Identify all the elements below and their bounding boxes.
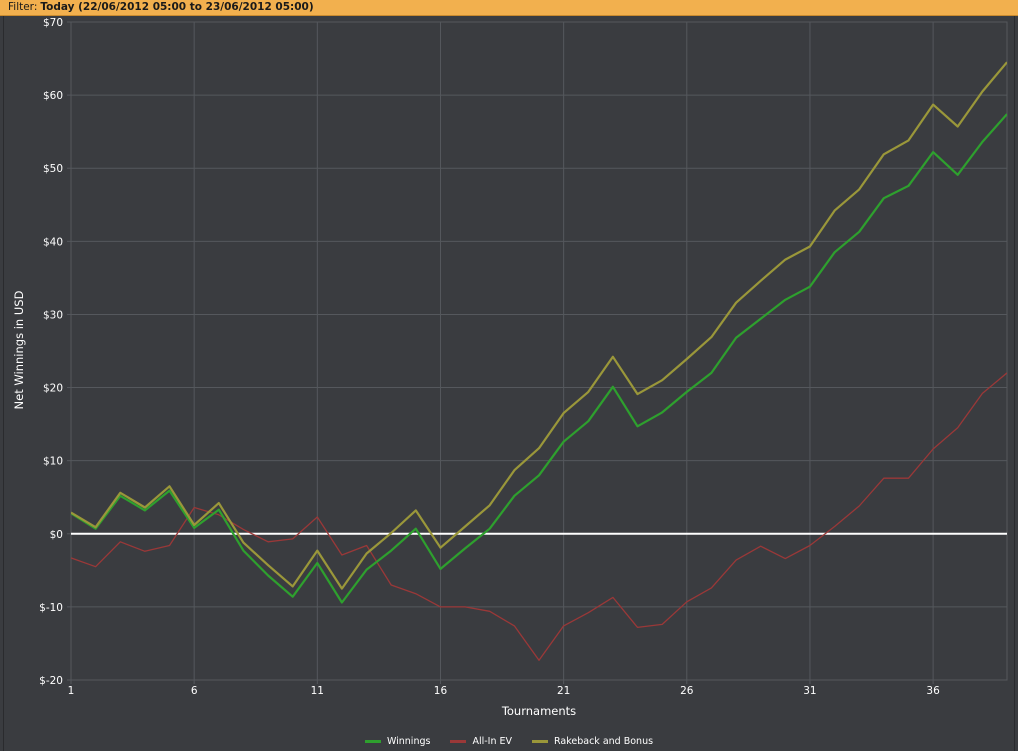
series-line-all-in-ev — [71, 372, 1007, 661]
legend-swatch-winnings — [364, 739, 381, 743]
legend: Winnings All-In EV Rakeback and Bonus — [0, 733, 1018, 749]
filter-bar: Filter: Today (22/06/2012 05:00 to 23/06/… — [0, 0, 1018, 16]
legend-item-all-in-ev: All-In EV — [450, 736, 512, 747]
y-tick-label: $50 — [43, 163, 63, 175]
legend-label-all-in-ev: All-In EV — [472, 735, 513, 747]
x-axis-title: Tournaments — [501, 704, 576, 718]
chart-frame — [3, 16, 1015, 751]
y-tick-label: $0 — [50, 529, 63, 541]
x-tick-labels: 1 6 11 16 21 26 31 36 — [68, 685, 940, 697]
x-tick-label: 6 — [191, 685, 198, 697]
series-line-rakeback-and-bonus — [71, 61, 1007, 590]
legend-swatch-rakeback-and-bonus — [532, 739, 549, 743]
y-axis-title: Net Winnings in USD — [12, 290, 26, 409]
series-layer — [71, 61, 1007, 661]
y-tick-labels: $-20 $-10 $0 $10 $20 $30 $40 $50 $60 $70 — [39, 17, 63, 687]
x-tick-label: 31 — [803, 685, 816, 697]
legend-item-winnings: Winnings — [364, 735, 431, 747]
y-tick-label: $60 — [43, 90, 63, 102]
x-tick-label: 26 — [680, 685, 694, 697]
filter-label: Filter: — [8, 1, 38, 13]
y-tick-label: $30 — [43, 309, 63, 321]
y-tick-label: $20 — [43, 383, 63, 395]
legend-item-rakeback-and-bonus: Rakeback and Bonus — [532, 736, 653, 747]
series-line-winnings — [71, 113, 1007, 604]
plot-area-border — [70, 21, 1008, 681]
grid-layer — [67, 21, 1008, 684]
filter-value: Today (22/06/2012 05:00 to 23/06/2012 05… — [40, 1, 314, 13]
x-tick-label: 21 — [557, 685, 570, 697]
y-tick-label: $-10 — [39, 602, 63, 614]
y-tick-label: $-20 — [39, 675, 63, 687]
legend-label-winnings: Winnings — [386, 735, 431, 747]
x-tick-label: 16 — [434, 685, 448, 697]
legend-label-rakeback-and-bonus: Rakeback and Bonus — [554, 735, 654, 747]
legend-swatch-all-in-ev — [450, 739, 467, 743]
y-tick-label: $40 — [43, 236, 63, 248]
x-tick-label: 36 — [926, 685, 940, 697]
x-tick-label: 11 — [311, 685, 324, 697]
y-tick-label: $10 — [43, 456, 63, 468]
y-tick-label: $70 — [43, 17, 63, 29]
x-tick-label: 1 — [68, 685, 75, 697]
